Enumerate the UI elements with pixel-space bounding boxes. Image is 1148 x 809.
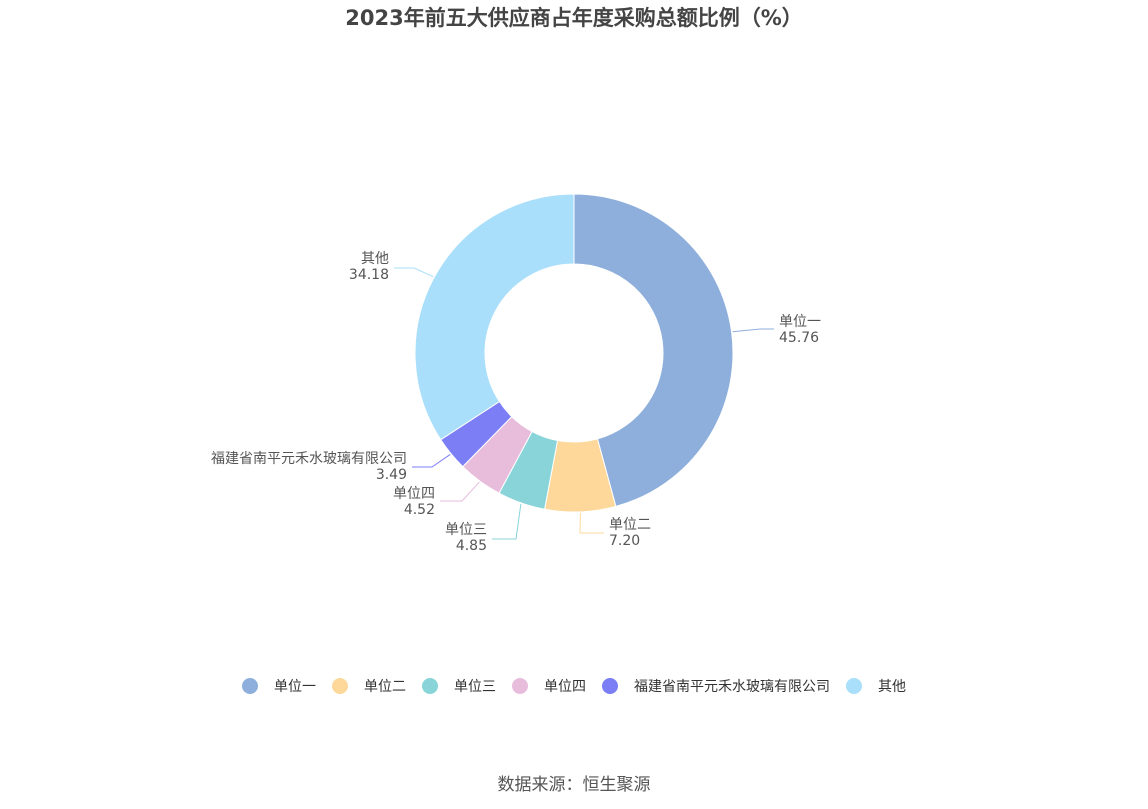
legend-item-fujian-nanping-yuanhe[interactable]: 福建省南平元禾水玻璃有限公司: [602, 676, 830, 696]
legend-swatch: [602, 678, 618, 694]
legend-label: 单位二: [364, 679, 406, 695]
slice-label-2: 单位二: [609, 517, 651, 533]
donut-slice-1[interactable]: [573, 193, 734, 508]
leader-line-4: [440, 481, 480, 502]
legend-label: 单位一: [274, 679, 316, 695]
slice-value-6: 34.18: [349, 267, 389, 283]
legend-swatch: [512, 678, 528, 694]
slice-value-3: 4.85: [456, 538, 487, 554]
slice-label-4: 单位四: [393, 486, 435, 502]
legend-swatch: [422, 678, 438, 694]
legend-item-unit-4[interactable]: 单位四: [512, 676, 586, 696]
slice-value-2: 7.20: [609, 533, 640, 549]
legend-swatch: [242, 678, 258, 694]
chart-legend: 单位一 单位二 单位三 单位四 福建省南平元禾水玻璃有限公司 其他: [0, 676, 1148, 696]
slice-label-5: 福建省南平元禾水玻璃有限公司: [211, 450, 407, 467]
legend-label: 单位三: [454, 679, 496, 695]
legend-item-others[interactable]: 其他: [846, 676, 906, 696]
slice-value-4: 4.52: [404, 502, 435, 518]
chart-title: 2023年前五大供应商占年度采购总额比例（%）: [345, 6, 803, 30]
legend-item-unit-1[interactable]: 单位一: [242, 676, 316, 696]
leader-line-3: [492, 503, 522, 540]
slice-label-3: 单位三: [445, 522, 487, 538]
legend-label: 单位四: [544, 679, 586, 695]
donut-slice-6[interactable]: [414, 193, 575, 441]
slice-label-6: 其他: [361, 251, 389, 267]
slice-label-1: 单位一: [779, 314, 821, 330]
legend-swatch: [846, 678, 862, 694]
slice-value-1: 45.76: [779, 330, 819, 346]
legend-item-unit-3[interactable]: 单位三: [422, 676, 496, 696]
legend-item-unit-2[interactable]: 单位二: [332, 676, 406, 696]
leader-line-1: [732, 328, 774, 333]
leader-line-2: [579, 512, 604, 534]
leader-line-5: [412, 453, 451, 468]
legend-label: 福建省南平元禾水玻璃有限公司: [634, 679, 830, 695]
leader-line-6: [394, 267, 434, 278]
data-source: 数据来源：恒生聚源: [497, 775, 651, 795]
legend-swatch: [332, 678, 348, 694]
legend-label: 其他: [878, 679, 906, 695]
slice-value-5: 3.49: [376, 467, 407, 483]
